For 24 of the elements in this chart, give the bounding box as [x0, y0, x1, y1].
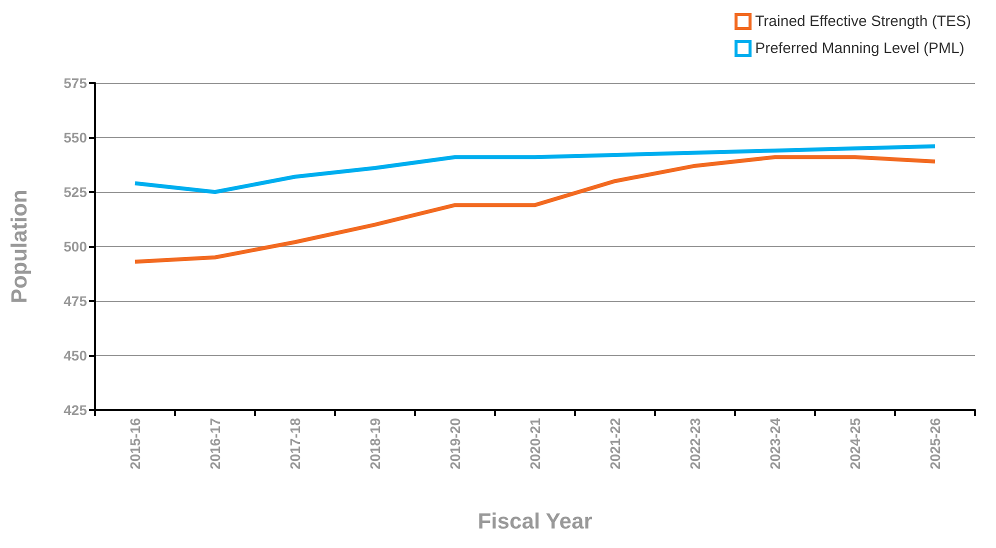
- y-tick-label: 425: [64, 402, 88, 418]
- line-series: [133, 155, 937, 264]
- legend-label: Trained Effective Strength (TES): [755, 13, 972, 30]
- x-tick-label: 2020-21: [527, 418, 543, 470]
- x-axis-title: Fiscal Year: [478, 508, 593, 534]
- y-tick-label: 475: [64, 293, 88, 309]
- x-tick-label: 2022-23: [687, 418, 703, 470]
- x-tick-label: 2017-18: [287, 418, 303, 470]
- y-tick-label: 550: [64, 130, 88, 146]
- legend-label: Preferred Manning Level (PML): [755, 40, 964, 57]
- x-tick-label: 2018-19: [367, 418, 383, 470]
- x-tick-label: 2024-25: [847, 418, 863, 470]
- x-tick-label: 2023-24: [767, 418, 783, 470]
- x-tick-label: 2016-17: [207, 418, 223, 470]
- x-tick-label: 2025-26: [927, 418, 943, 470]
- x-tick-label: 2021-22: [607, 418, 623, 470]
- y-tick-label: 500: [64, 238, 88, 254]
- y-tick-label: 575: [64, 75, 88, 91]
- y-tick-label: 525: [64, 184, 88, 200]
- x-tick-label: 2015-16: [127, 418, 143, 470]
- x-tick-label: 2019-20: [447, 418, 463, 470]
- y-axis-title: Population: [6, 190, 32, 304]
- y-tick-label: 450: [64, 348, 88, 364]
- line-series: [133, 144, 937, 194]
